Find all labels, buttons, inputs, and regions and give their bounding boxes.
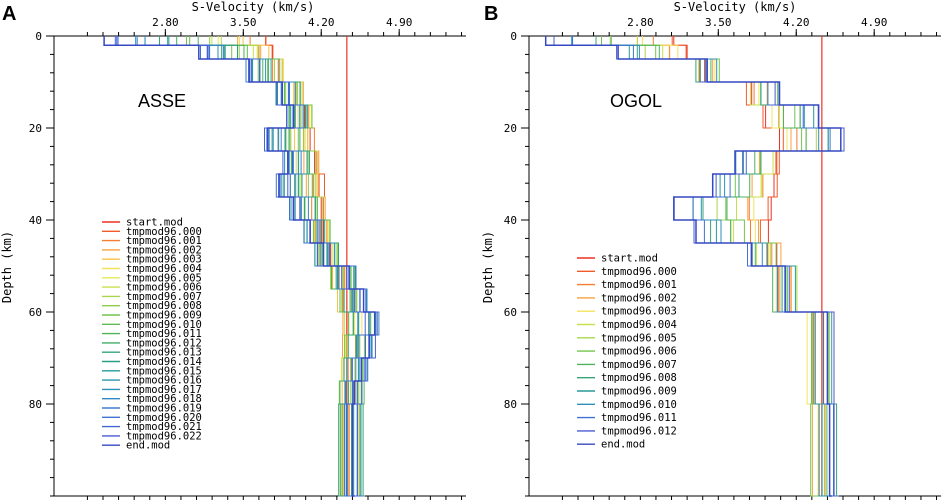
- legend-label: tmpmod96.005: [126, 272, 202, 284]
- legend-label: tmpmod96.015: [126, 365, 202, 377]
- x-tick-label: 2.80: [627, 16, 654, 29]
- legend-label: tmpmod96.001: [126, 235, 202, 247]
- plot-area: 2.80 3.50 4.20 4.90020406080start.modtmpmod…: [504, 16, 941, 500]
- legend-label: start.mod: [601, 253, 658, 265]
- y-tick-label: 60: [504, 306, 517, 319]
- station-label: OGOL: [610, 91, 662, 111]
- y-tick-label: 40: [29, 214, 42, 227]
- legend-label: tmpmod96.001: [601, 279, 677, 291]
- x-tick-label: 4.20: [783, 16, 810, 29]
- legend-label: tmpmod96.020: [126, 412, 202, 424]
- legend-label: tmpmod96.011: [601, 412, 677, 424]
- y-tick-label: 0: [510, 30, 517, 43]
- legend-label: tmpmod96.006: [126, 282, 202, 294]
- legend-label: tmpmod96.007: [601, 359, 677, 371]
- x-tick-label: 4.90: [386, 16, 413, 29]
- legend-label: tmpmod96.011: [126, 328, 202, 340]
- legend-label: tmpmod96.009: [601, 386, 677, 398]
- legend-label: start.mod: [126, 217, 183, 229]
- legend-label: tmpmod96.002: [126, 244, 202, 256]
- legend-label: tmpmod96.014: [126, 356, 202, 368]
- panel-a: A S-Velocity (km/s) Depth (km) ASSE 2.80…: [0, 0, 466, 500]
- legend-label: tmpmod96.021: [126, 421, 202, 433]
- y-tick-label: 0: [35, 30, 42, 43]
- y-tick-label: 60: [29, 306, 42, 319]
- legend-label: tmpmod96.004: [126, 263, 202, 275]
- legend-label: tmpmod96.010: [126, 319, 202, 331]
- legend-label: tmpmod96.009: [126, 310, 202, 322]
- y-tick-label: 20: [504, 122, 517, 135]
- legend-label: tmpmod96.013: [126, 347, 202, 359]
- y-axis-title: Depth (km): [481, 231, 495, 303]
- plot-area: 2.80 3.50 4.20 4.90020406080start.modtmpmod…: [29, 16, 466, 500]
- legend-label: tmpmod96.008: [601, 372, 677, 384]
- legend-label: tmpmod96.004: [601, 319, 677, 331]
- x-tick-label: 2.80: [152, 16, 179, 29]
- legend-label: tmpmod96.022: [126, 430, 202, 442]
- x-tick-label: 4.90: [861, 16, 888, 29]
- legend-label: tmpmod96.005: [601, 332, 677, 344]
- panel-label: B: [484, 3, 498, 25]
- legend-label: tmpmod96.003: [601, 306, 677, 318]
- legend-label: tmpmod96.018: [126, 393, 202, 405]
- y-axis-title: Depth (km): [0, 231, 14, 303]
- legend-label: tmpmod96.016: [126, 375, 202, 387]
- panel-b: B S-Velocity (km/s) Depth (km) OGOL 2.80…: [481, 0, 941, 500]
- x-tick-label: 3.50: [230, 16, 257, 29]
- panel-label: A: [2, 3, 16, 25]
- y-tick-label: 80: [29, 398, 42, 411]
- y-tick-label: 80: [504, 398, 517, 411]
- x-axis-title: S-Velocity (km/s): [192, 0, 315, 14]
- legend-label: tmpmod96.010: [601, 399, 677, 411]
- legend-label: tmpmod96.019: [126, 403, 202, 415]
- legend-label: end.mod: [126, 440, 170, 452]
- legend-label: tmpmod96.003: [126, 254, 202, 266]
- model-line: [544, 36, 842, 497]
- legend-label: tmpmod96.007: [126, 291, 202, 303]
- x-tick-label: 3.50: [705, 16, 732, 29]
- legend-label: tmpmod96.000: [601, 266, 677, 278]
- x-axis-title: S-Velocity (km/s): [674, 0, 797, 14]
- station-label: ASSE: [138, 91, 186, 111]
- legend-label: tmpmod96.017: [126, 384, 202, 396]
- legend-label: end.mod: [601, 439, 645, 451]
- model-line: [103, 36, 376, 497]
- legend-label: tmpmod96.012: [601, 425, 677, 437]
- y-tick-label: 20: [29, 122, 42, 135]
- legend-label: tmpmod96.000: [126, 226, 202, 238]
- x-tick-label: 4.20: [308, 16, 335, 29]
- legend-label: tmpmod96.006: [601, 346, 677, 358]
- legend-label: tmpmod96.008: [126, 300, 202, 312]
- legend-label: tmpmod96.002: [601, 292, 677, 304]
- legend-label: tmpmod96.012: [126, 337, 202, 349]
- y-tick-label: 40: [504, 214, 517, 227]
